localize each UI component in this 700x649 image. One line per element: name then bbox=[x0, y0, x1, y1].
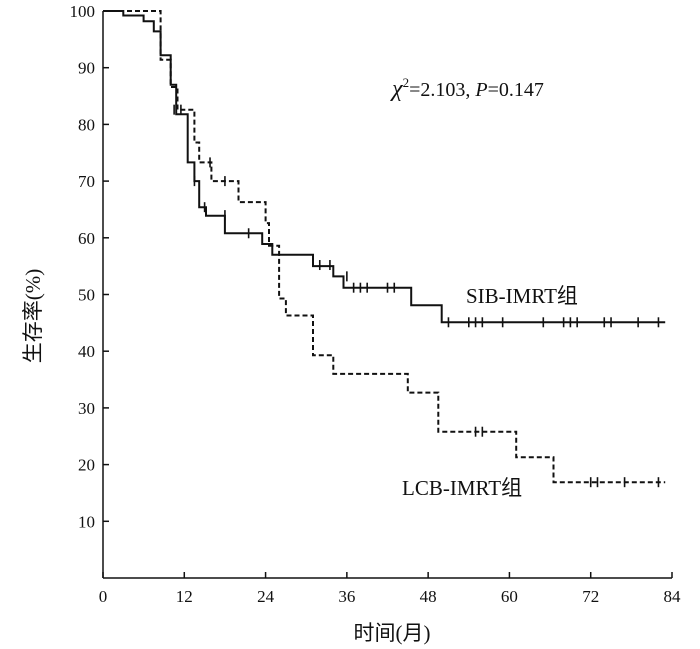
tick-labels: 0 12 24 36 48 60 72 84 10 20 30 40 50 60 70 80 90 100 bbox=[70, 2, 682, 606]
y-tick-label: 60 bbox=[78, 229, 95, 248]
y-axis-label: 生存率(%) bbox=[21, 269, 45, 363]
chi-value: =2.103, bbox=[409, 79, 475, 101]
chi-superscript: 2 bbox=[403, 75, 410, 90]
x-tick-label: 36 bbox=[338, 587, 355, 606]
series-label-sib-imrt: SIB-IMRT组 bbox=[466, 284, 578, 308]
x-tick-label: 48 bbox=[420, 587, 437, 606]
x-tick-label: 0 bbox=[99, 587, 108, 606]
y-tick-label: 80 bbox=[78, 115, 95, 134]
curves bbox=[103, 10, 666, 488]
series-label-lcb-imrt: LCB-IMRT组 bbox=[402, 476, 522, 500]
axes bbox=[102, 10, 673, 579]
y-tick-label: 40 bbox=[78, 342, 95, 361]
p-value: =0.147 bbox=[488, 79, 544, 101]
x-tick-label: 24 bbox=[257, 587, 275, 606]
chi-symbol: χ bbox=[390, 76, 404, 102]
y-tick-label: 100 bbox=[70, 2, 96, 21]
y-tick-label: 20 bbox=[78, 456, 95, 475]
x-tick-label: 60 bbox=[501, 587, 518, 606]
y-tick-label: 70 bbox=[78, 172, 95, 191]
y-tick-label: 50 bbox=[78, 286, 95, 305]
survival-curve-sib-imrt bbox=[103, 10, 666, 324]
x-tick-label: 72 bbox=[582, 587, 599, 606]
statistic-annotation: χ2=2.103, P=0.147 bbox=[390, 75, 544, 102]
y-tick-label: 10 bbox=[78, 512, 95, 531]
p-symbol: P bbox=[474, 79, 487, 101]
x-tick-label: 84 bbox=[664, 587, 682, 606]
survival-curve-lcb-imrt bbox=[103, 10, 666, 484]
y-tick-label: 90 bbox=[78, 59, 95, 78]
y-tick-label: 30 bbox=[78, 399, 95, 418]
x-axis-label: 时间(月) bbox=[354, 621, 431, 645]
x-tick-label: 12 bbox=[176, 587, 193, 606]
